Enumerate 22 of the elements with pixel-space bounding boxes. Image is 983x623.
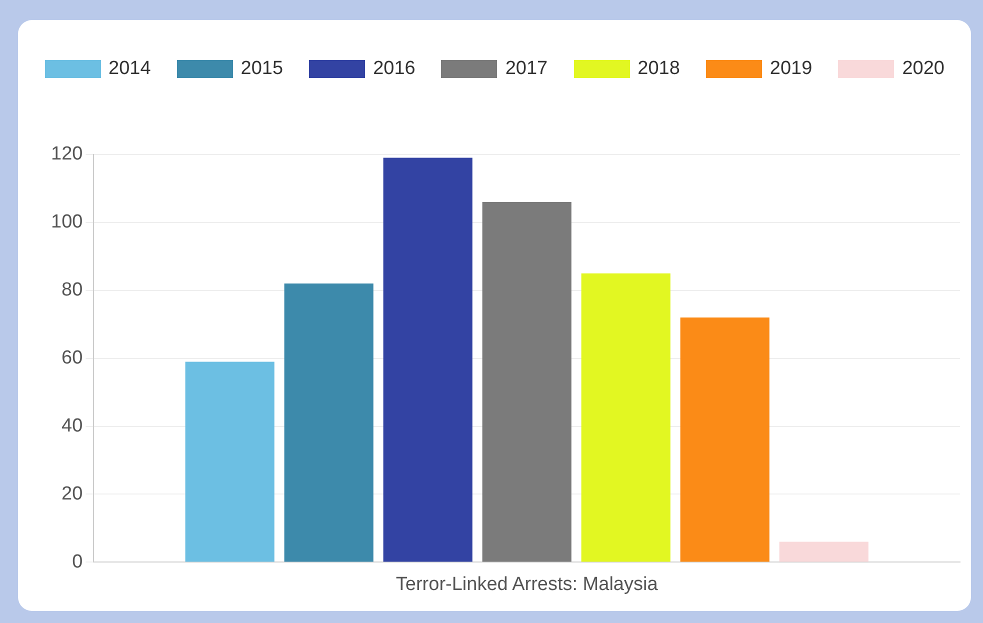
y-tick-label: 120: [51, 144, 83, 165]
y-tick-label: 20: [62, 483, 83, 504]
bar: [680, 318, 770, 562]
legend-label: 2017: [505, 58, 548, 80]
bar: [284, 284, 374, 562]
legend-label: 2016: [373, 58, 416, 80]
bar: [185, 362, 274, 562]
y-tick-label: 100: [51, 212, 83, 233]
legend-label: 2018: [638, 58, 680, 80]
legend-label: 2015: [240, 58, 284, 80]
y-tick-label: 60: [62, 348, 83, 369]
y-tick-label: 80: [62, 280, 83, 301]
legend-label: 2020: [902, 58, 944, 80]
legend-label: 2019: [770, 58, 812, 80]
bar: [581, 273, 670, 562]
bar: [779, 542, 868, 562]
x-tick-label: Terror-Linked Arrests: Malaysia: [396, 574, 658, 595]
legend-label: 2014: [108, 58, 151, 80]
y-tick-label: 40: [62, 416, 83, 436]
bar: [482, 202, 572, 562]
bar: [383, 158, 472, 562]
y-tick-label: 0: [72, 551, 83, 572]
